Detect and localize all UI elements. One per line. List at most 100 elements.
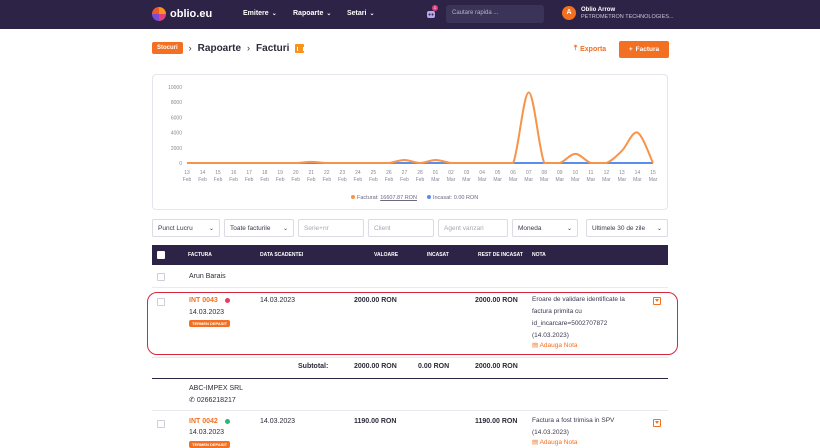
x-tick-label: 08 bbox=[541, 170, 547, 176]
chevron-down-icon: ⌄ bbox=[271, 11, 277, 17]
x-tick-label: Mar bbox=[649, 177, 658, 183]
x-tick-label: 18 bbox=[262, 170, 268, 176]
status-dot-icon bbox=[225, 419, 230, 424]
avatar: A bbox=[562, 6, 576, 20]
x-tick-label: 09 bbox=[557, 170, 563, 176]
legend-facturat[interactable]: Facturat: 16607.87 RON bbox=[351, 195, 417, 201]
x-tick-label: 05 bbox=[495, 170, 501, 176]
subtotal-rest: 2000.00 RON bbox=[475, 363, 518, 370]
x-tick-label: Mar bbox=[618, 177, 627, 183]
row-divider bbox=[152, 287, 668, 288]
subtotal-label: Subtotal: bbox=[298, 363, 329, 370]
nav-setari[interactable]: Setari ⌄ bbox=[347, 10, 375, 17]
note-line: id_incarcare=5002707872 bbox=[532, 320, 608, 327]
series-line[interactable] bbox=[186, 91, 654, 165]
x-tick-label: 15 bbox=[650, 170, 656, 176]
col-valoare[interactable]: VALOARE bbox=[374, 252, 399, 258]
export-button[interactable]: ⤒ Exporta bbox=[574, 45, 606, 53]
x-tick-label: Feb bbox=[245, 177, 254, 183]
chart-icon[interactable] bbox=[295, 43, 305, 53]
x-tick-label: Feb bbox=[198, 177, 207, 183]
user-name: Oblio Arrow bbox=[581, 6, 616, 13]
logo-text: oblio.eu bbox=[170, 8, 213, 20]
nav-setari-label: Setari bbox=[347, 10, 367, 17]
agent-input[interactable]: Agent vanzari bbox=[438, 219, 508, 237]
note-line: Factura a fost trimisa in SPV bbox=[532, 417, 615, 424]
col-rest[interactable]: REST DE INCASAT bbox=[478, 252, 523, 258]
x-tick-label: 28 bbox=[417, 170, 423, 176]
x-tick-label: Mar bbox=[509, 177, 518, 183]
nav-emitere[interactable]: Emitere ⌄ bbox=[243, 10, 277, 17]
x-tick-label: 24 bbox=[355, 170, 361, 176]
row-checkbox[interactable] bbox=[157, 420, 165, 428]
row-actions-dropdown-icon[interactable] bbox=[653, 297, 661, 305]
x-tick-label: Mar bbox=[462, 177, 471, 183]
row-checkbox[interactable] bbox=[157, 298, 165, 306]
x-tick-label: 03 bbox=[464, 170, 470, 176]
add-note-link[interactable]: ▤ Adauga Nota bbox=[532, 439, 578, 446]
legend-incasat-label: Incasat: 0.00 RON bbox=[432, 195, 479, 201]
x-tick-label: Feb bbox=[369, 177, 378, 183]
col-data-scadentei[interactable]: DATA SCADENTEI bbox=[260, 252, 304, 258]
quick-search-input[interactable]: Cautare rapida ... bbox=[446, 5, 544, 23]
tip-facturi-select[interactable]: Toate facturile ⌄ bbox=[224, 219, 294, 237]
highlight-frame bbox=[147, 292, 678, 355]
col-incasat[interactable]: INCASAT bbox=[427, 252, 449, 258]
add-factura-button[interactable]: + Factura bbox=[619, 41, 669, 58]
client-input[interactable]: Client bbox=[368, 219, 434, 237]
y-tick-label: 10000 bbox=[168, 85, 182, 91]
col-nota: NOTA bbox=[532, 252, 546, 258]
client-name[interactable]: ABC-IMPEX SRL bbox=[189, 385, 244, 392]
col-factura[interactable]: FACTURA bbox=[188, 252, 212, 258]
period-select[interactable]: Ultimele 30 de zile ⌄ bbox=[586, 219, 668, 237]
serie-nr-input[interactable]: Serie+nr bbox=[298, 219, 364, 237]
moneda-select[interactable]: Moneda ⌄ bbox=[512, 219, 578, 237]
row-actions-dropdown-icon[interactable] bbox=[653, 419, 661, 427]
invoice-note: Eroare de validare identificate la factu… bbox=[532, 294, 650, 342]
x-tick-label: Feb bbox=[229, 177, 238, 183]
stocuri-button[interactable]: Stocuri bbox=[152, 42, 183, 54]
x-tick-label: 14 bbox=[200, 170, 206, 176]
invoice-valoare: 2000.00 RON bbox=[354, 297, 397, 304]
group-checkbox[interactable] bbox=[157, 273, 165, 281]
robot-notification-icon[interactable] bbox=[425, 8, 437, 20]
client-phone[interactable]: ✆ 0266218217 bbox=[189, 396, 236, 404]
x-tick-label: 17 bbox=[246, 170, 252, 176]
client-phone-number: 0266218217 bbox=[196, 397, 236, 404]
invoice-date: 14.03.2023 bbox=[189, 429, 225, 436]
breadcrumb-rapoarte[interactable]: Rapoarte bbox=[197, 42, 242, 54]
breadcrumb: Stocuri › Rapoarte › Facturi bbox=[152, 42, 305, 54]
chevron-down-icon: ⌄ bbox=[566, 225, 572, 232]
x-tick-label: 04 bbox=[479, 170, 485, 176]
top-navbar: oblio.eu Emitere ⌄ Rapoarte ⌄ Setari ⌄ 1 Ca… bbox=[0, 0, 820, 29]
invoice-number[interactable]: INT 0043 bbox=[189, 297, 218, 304]
x-tick-label: Mar bbox=[602, 177, 611, 183]
add-note-link[interactable]: ▤ Adauga Nota bbox=[532, 342, 578, 349]
tip-facturi-value: Toate facturile bbox=[230, 224, 271, 232]
x-tick-label: Feb bbox=[400, 177, 409, 183]
x-tick-label: Feb bbox=[354, 177, 363, 183]
invoice-chart: 10000 8000 6000 4000 2000 0 13 Feb 14 Feb 15 Feb 16 F… bbox=[152, 74, 668, 210]
x-tick-label: Feb bbox=[416, 177, 425, 183]
chevron-down-icon: ⌄ bbox=[208, 225, 214, 232]
x-tick-label: Mar bbox=[540, 177, 549, 183]
logo-mark-icon bbox=[152, 7, 166, 21]
legend-incasat[interactable]: Incasat: 0.00 RON bbox=[426, 195, 479, 201]
nav-rapoarte[interactable]: Rapoarte ⌄ bbox=[293, 10, 331, 17]
invoice-number[interactable]: INT 0042 bbox=[189, 418, 218, 425]
y-tick-label: 4000 bbox=[171, 131, 182, 137]
x-tick-label: 02 bbox=[448, 170, 454, 176]
x-tick-label: Mar bbox=[555, 177, 564, 183]
x-tick-label: Feb bbox=[276, 177, 285, 183]
client-name[interactable]: Arun Barais bbox=[189, 273, 226, 280]
x-tick-label: 22 bbox=[324, 170, 330, 176]
punct-lucru-select[interactable]: Punct Lucru ⌄ bbox=[152, 219, 220, 237]
oblio-logo[interactable]: oblio.eu bbox=[152, 7, 212, 21]
user-menu[interactable]: A Oblio Arrow PETROMETRON TECHNOLOGIES..… bbox=[562, 6, 674, 20]
select-all-checkbox[interactable] bbox=[157, 251, 165, 259]
legend-incasat-dot bbox=[426, 195, 431, 199]
add-note-label: Adauga Nota bbox=[539, 342, 578, 349]
invoice-note: Factura a fost trimisa in SPV (14.03.202… bbox=[532, 415, 650, 439]
x-tick-label: 25 bbox=[371, 170, 377, 176]
x-tick-label: Feb bbox=[183, 177, 192, 183]
